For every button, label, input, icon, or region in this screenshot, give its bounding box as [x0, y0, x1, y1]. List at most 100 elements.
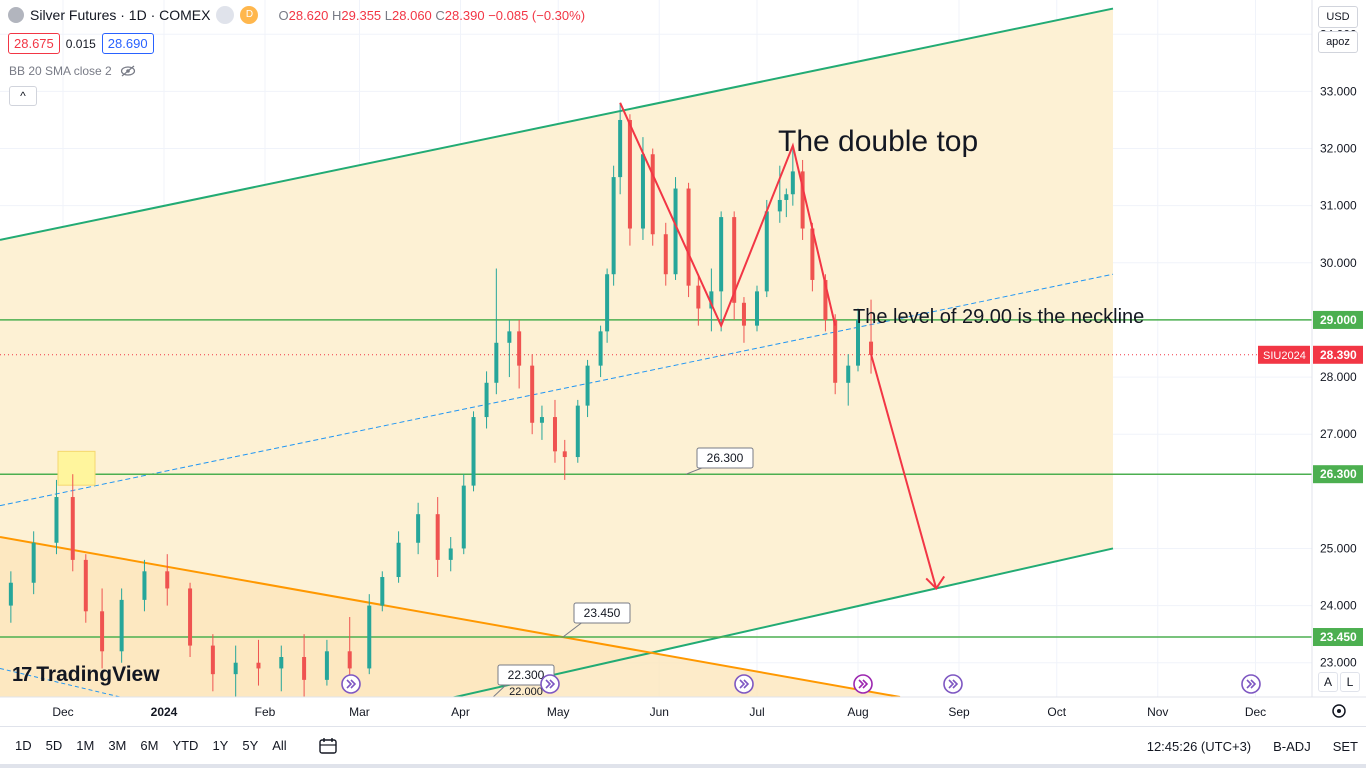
candle-body	[663, 234, 668, 275]
time-tick-label: Apr	[451, 705, 470, 719]
tradingview-logo[interactable]: 17 TradingView	[12, 663, 160, 687]
range-button-1d[interactable]: 1D	[15, 738, 32, 753]
scale-mode-selector[interactable]: apoz	[1318, 31, 1358, 53]
candle-body	[279, 657, 284, 669]
event-marker-icon[interactable]	[853, 674, 873, 694]
candle-body	[790, 171, 795, 195]
callout-22000-text: 22.000	[509, 686, 543, 698]
candle-body	[494, 342, 499, 383]
candle-body	[471, 417, 476, 486]
range-button-5y[interactable]: 5Y	[242, 738, 259, 753]
event-marker-chevron	[739, 679, 746, 689]
candle-body	[696, 285, 701, 309]
event-marker-chevron	[545, 679, 552, 689]
time-tick-label: Jun	[650, 705, 669, 719]
collapse-legend-button[interactable]: ^	[9, 86, 37, 106]
level-price-tag-text: 23.450	[1320, 630, 1357, 644]
candle-body	[686, 188, 691, 286]
candle-body	[764, 211, 769, 292]
time-tick-label: Feb	[255, 705, 276, 719]
candle-body	[823, 279, 828, 320]
dashed-trend-line	[0, 273, 1114, 507]
projection-arrowhead	[925, 575, 946, 591]
candle-body	[585, 365, 590, 406]
candle-body	[233, 662, 238, 675]
bottom-strip	[0, 764, 1366, 768]
highlight-box	[57, 450, 96, 486]
time-tick-label: Aug	[847, 705, 868, 719]
candle-body	[54, 497, 59, 543]
candle-body	[598, 331, 603, 366]
range-button-all[interactable]: All	[272, 738, 287, 753]
candle-body	[461, 485, 466, 549]
range-button-6m[interactable]: 6M	[140, 738, 159, 753]
candle-body	[70, 497, 75, 560]
event-marker-chevron	[346, 679, 353, 689]
price-chart[interactable]: The double top The level of 29.00 is the …	[0, 0, 1366, 726]
indicator-label: BB 20 SMA close 2	[9, 64, 112, 78]
candle-body	[188, 588, 193, 646]
time-tick-label: 2024	[151, 705, 178, 719]
range-button-1m[interactable]: 1M	[76, 738, 95, 753]
event-marker-icon[interactable]	[943, 674, 963, 694]
range-button-ytd[interactable]: YTD	[172, 738, 199, 753]
candle-body	[611, 177, 616, 275]
candle-body	[575, 405, 580, 458]
candle-body	[530, 365, 535, 423]
currency-selector[interactable]: USD	[1318, 6, 1358, 28]
price-tick-label: 25.000	[1320, 541, 1357, 555]
event-marker-chevron	[948, 679, 955, 689]
delayed-badge[interactable]: D	[240, 6, 259, 24]
log-scale-button[interactable]: L	[1340, 672, 1360, 692]
candle-body	[856, 319, 860, 366]
candle-body	[142, 571, 147, 600]
session-toggle[interactable]: SET	[1332, 738, 1358, 754]
ask-box[interactable]: 28.690	[101, 33, 154, 54]
clock-timezone[interactable]: 12:45:26 (UTC+3)	[1146, 738, 1252, 754]
annotation-neckline: The level of 29.00 is the neckline	[853, 306, 1144, 328]
candle-body	[709, 291, 714, 309]
candle-body	[324, 651, 329, 680]
candle-body	[618, 119, 623, 178]
time-tick-label: Dec	[1245, 705, 1266, 719]
range-button-3m[interactable]: 3M	[108, 738, 127, 753]
level-price-tag	[1313, 465, 1363, 484]
event-marker-icon[interactable]	[540, 674, 560, 694]
channel-fill	[0, 8, 1113, 697]
range-button-1y[interactable]: 1Y	[212, 738, 229, 753]
bid-box[interactable]: 28.675	[8, 33, 60, 54]
adjustment-toggle[interactable]: B-ADJ	[1273, 738, 1311, 754]
calendar-range-icon[interactable]	[318, 737, 340, 755]
symbol-title[interactable]: Silver Futures · 1D · COMEX	[30, 7, 211, 23]
time-tick-label: Nov	[1147, 705, 1168, 719]
candle-body	[552, 417, 557, 452]
annotation-double-top: The double top	[778, 125, 978, 158]
eye-hidden-icon[interactable]	[120, 65, 136, 77]
price-tick-label: 32.000	[1320, 142, 1357, 156]
gear-center	[1337, 709, 1341, 713]
settings-gear-icon[interactable]	[1332, 704, 1346, 718]
candle-body	[83, 559, 88, 612]
price-tick-label: 31.000	[1320, 199, 1357, 213]
indicator-legend[interactable]: BB 20 SMA close 2	[9, 64, 136, 78]
candle-body	[754, 291, 759, 326]
candle-body	[416, 514, 421, 543]
candle-body	[562, 451, 567, 458]
symbol-tag	[1258, 345, 1310, 364]
candle-body	[869, 341, 874, 355]
event-marker-chevron	[350, 679, 357, 689]
event-marker-icon[interactable]	[1241, 674, 1261, 694]
callout-22300: 22.300	[492, 664, 555, 697]
candle-body	[539, 417, 544, 423]
range-button-5d[interactable]: 5D	[45, 738, 63, 753]
event-marker-icon[interactable]	[341, 674, 361, 694]
orange-trend-line	[0, 536, 901, 697]
candle-body	[256, 662, 261, 669]
event-marker-icon[interactable]	[734, 674, 754, 694]
candle-body	[484, 382, 489, 418]
candle-body	[673, 188, 678, 275]
callout-23450-pointer	[562, 620, 585, 638]
alert-badge[interactable]	[216, 6, 235, 24]
auto-scale-button[interactable]: A	[1318, 672, 1338, 692]
candle-body	[507, 331, 512, 343]
